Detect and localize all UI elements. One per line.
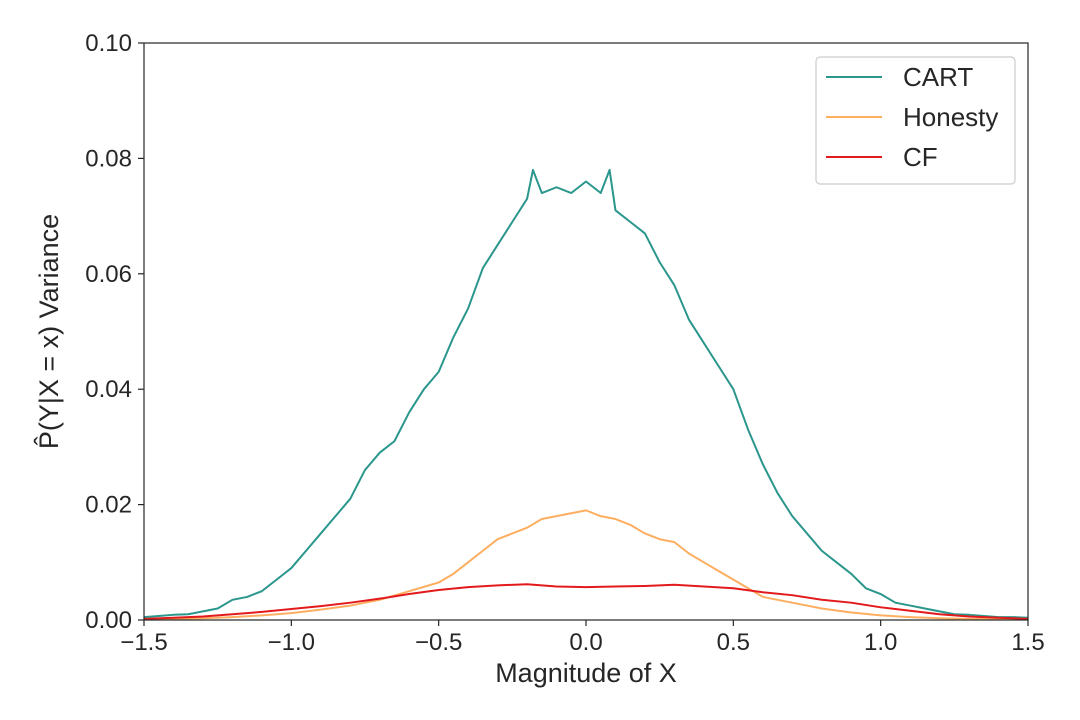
y-axis: 0.00 0.02 0.04 0.06 0.08 0.10 — [85, 30, 144, 634]
x-axis: −1.5 −1.0 −0.5 0.0 0.5 1.0 1.5 — [120, 620, 1045, 656]
y-axis-label: P̂(Y|X = x) Variance — [34, 214, 64, 449]
x-tick-label: 1.0 — [864, 629, 897, 656]
x-tick-label: 0.0 — [569, 629, 602, 656]
legend-label-cf: CF — [903, 142, 938, 172]
legend-label-cart: CART — [903, 62, 973, 92]
legend-box — [815, 56, 1016, 185]
series-line-honesty — [143, 509, 1028, 621]
y-tick-label: 0.04 — [85, 376, 132, 403]
series-layer — [143, 168, 1029, 621]
legend-label-honesty: Honesty — [903, 102, 998, 132]
x-tick-label: −1.5 — [120, 629, 167, 656]
series-line-cart — [143, 168, 1029, 619]
legend: CART Honesty CF — [815, 56, 1016, 185]
y-tick-label: 0.08 — [85, 145, 132, 172]
series-line-cf — [143, 583, 1029, 620]
x-tick-label: 0.5 — [717, 629, 750, 656]
y-tick-label: 0.02 — [85, 492, 132, 519]
x-tick-label: 1.5 — [1011, 629, 1044, 656]
y-tick-label: 0.00 — [85, 607, 132, 634]
y-tick-label: 0.06 — [85, 261, 132, 288]
x-tick-label: −0.5 — [415, 629, 462, 656]
x-tick-label: −1.0 — [268, 629, 315, 656]
x-axis-label: Magnitude of X — [495, 658, 677, 688]
y-tick-label: 0.10 — [85, 30, 132, 57]
